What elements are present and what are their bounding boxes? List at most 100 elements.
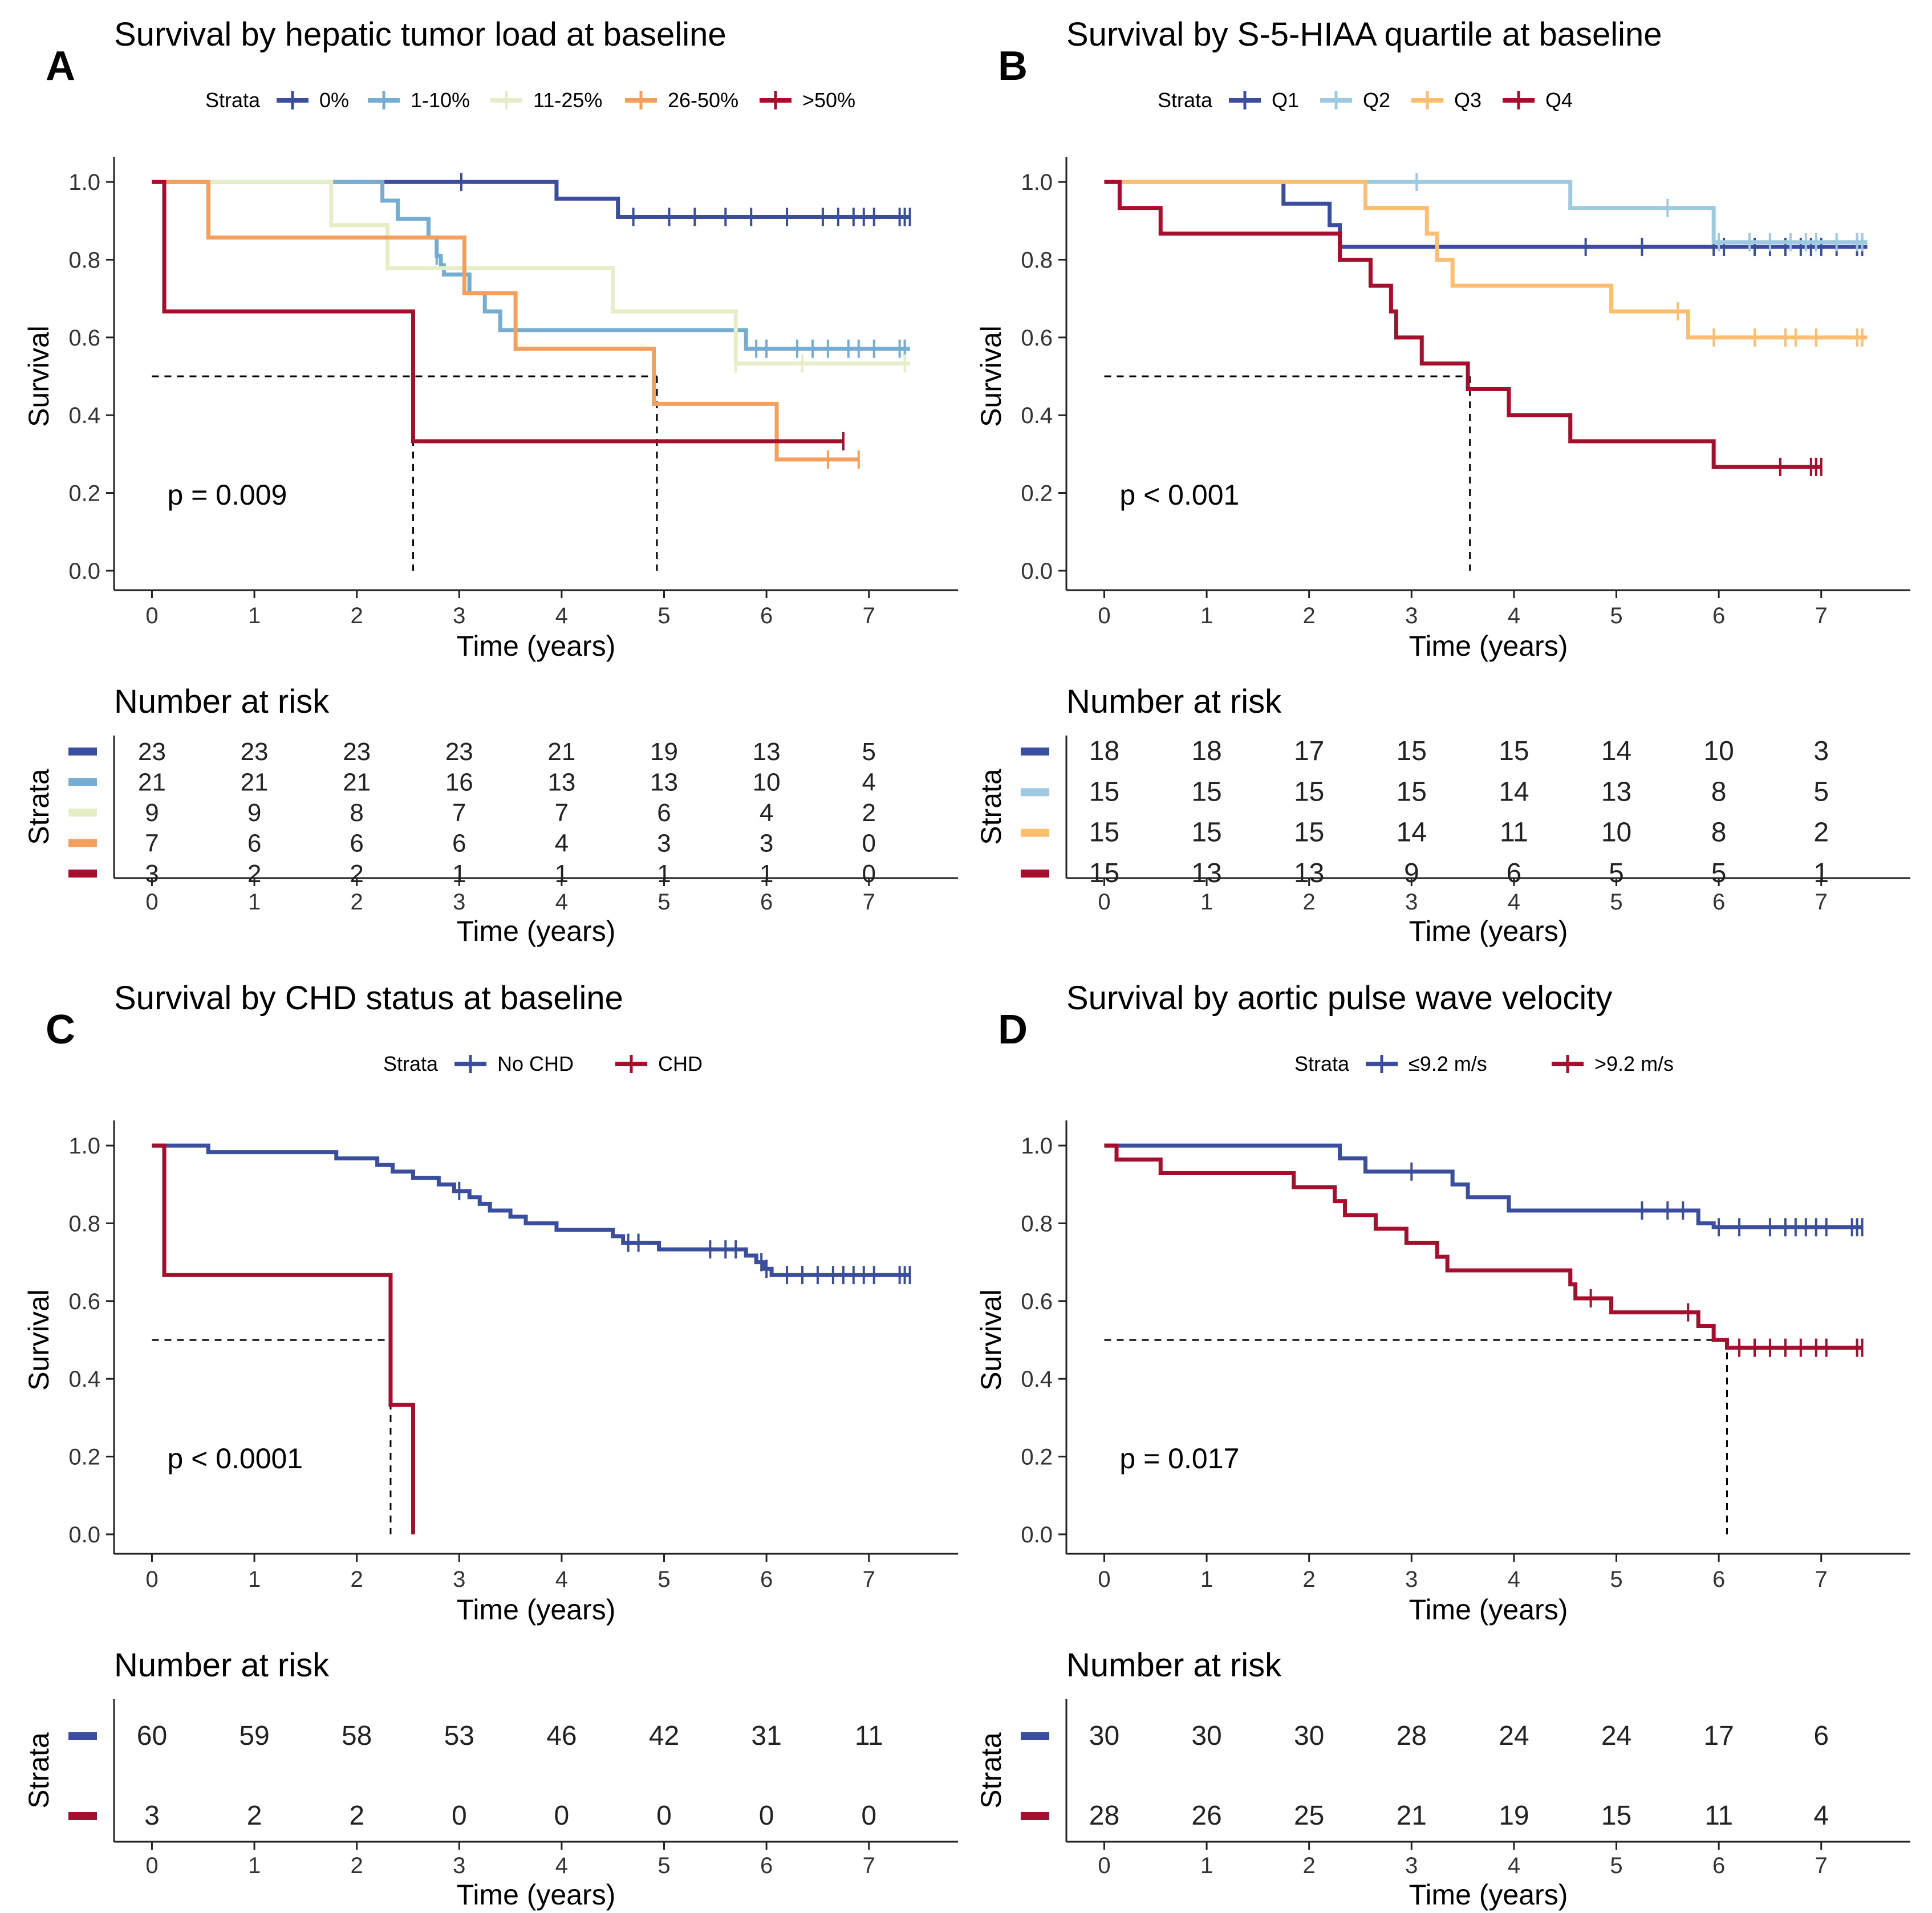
risk-count: 15 (1191, 818, 1221, 848)
risk-count: 13 (650, 769, 678, 797)
risk-x-tick-label: 3 (453, 890, 465, 915)
x-tick-label: 2 (1303, 603, 1316, 628)
x-tick-label: 3 (1405, 1567, 1418, 1592)
risk-count: 15 (1294, 777, 1324, 807)
risk-count: 16 (445, 769, 473, 797)
risk-x-tick-label: 1 (248, 890, 261, 915)
risk-count: 15 (1397, 736, 1427, 766)
risk-count: 58 (342, 1721, 372, 1751)
legend-label: No CHD (497, 1052, 574, 1075)
risk-x-axis-label: Time (years) (1409, 1879, 1568, 1911)
y-tick-label: 0.6 (1021, 326, 1053, 351)
risk-x-tick-label: 4 (1508, 890, 1520, 915)
x-tick-label: 0 (145, 603, 158, 628)
risk-x-tick-label: 7 (863, 890, 875, 915)
y-tick-label: 0.2 (68, 1445, 100, 1470)
legend-label: Q4 (1545, 88, 1573, 112)
risk-x-tick-label: 0 (145, 1853, 158, 1878)
x-tick-label: 5 (657, 1567, 670, 1592)
y-tick-label: 0.4 (68, 403, 100, 428)
risk-count: 24 (1601, 1721, 1631, 1751)
y-tick-label: 0.6 (68, 326, 100, 351)
panel-label: B (998, 43, 1028, 89)
risk-count: 28 (1089, 1801, 1119, 1831)
y-axis-label: Survival (23, 1289, 55, 1391)
x-tick-label: 0 (1098, 1567, 1110, 1592)
risk-x-tick-label: 1 (248, 1853, 261, 1878)
y-tick-label: 0.0 (1021, 1522, 1053, 1548)
survival-curve (1104, 1143, 1862, 1229)
risk-count: 23 (445, 738, 473, 766)
risk-x-tick-label: 1 (1200, 890, 1213, 915)
risk-count: 15 (1089, 777, 1119, 807)
survival-curve (1104, 180, 1821, 469)
survival-curve (1104, 180, 1868, 340)
risk-x-tick-label: 2 (351, 890, 363, 915)
risk-count: 0 (656, 1801, 672, 1831)
risk-count: 11 (855, 1721, 883, 1751)
x-tick-label: 2 (1303, 1567, 1316, 1592)
risk-count: 19 (650, 738, 678, 766)
y-tick-label: 1.0 (68, 170, 100, 195)
risk-table-title: Number at risk (1066, 683, 1282, 720)
x-tick-label: 0 (145, 1567, 158, 1592)
legend-label: 26-50% (668, 88, 738, 112)
panel-b: B Survival by S-5-HIAA quartile at baseli… (975, 16, 1910, 947)
risk-count: 30 (1191, 1721, 1221, 1751)
risk-x-axis-label: Time (years) (457, 915, 616, 947)
survival-curve (152, 180, 910, 351)
risk-x-tick-label: 3 (1405, 890, 1418, 915)
risk-count: 6 (657, 799, 671, 827)
x-tick-label: 3 (453, 1567, 465, 1592)
legend-label: Q3 (1454, 88, 1482, 112)
y-tick-label: 0.8 (68, 247, 100, 273)
risk-x-tick-label: 1 (1200, 1853, 1213, 1878)
chart-title: Survival by CHD status at baseline (114, 980, 623, 1017)
legend-label: Q2 (1363, 88, 1390, 112)
legend: Strata ≤9.2 m/s >9.2 m/s (1294, 1052, 1674, 1075)
x-tick-label: 7 (863, 1567, 875, 1592)
y-axis-label: Survival (975, 326, 1007, 427)
risk-count: 19 (1499, 1801, 1529, 1831)
risk-x-tick-label: 7 (863, 1853, 875, 1878)
risk-count: 7 (452, 799, 466, 827)
x-tick-label: 5 (1610, 603, 1622, 628)
x-axis-label: Time (years) (1409, 630, 1568, 662)
risk-count: 8 (1711, 818, 1727, 848)
risk-x-tick-label: 7 (1815, 1853, 1828, 1878)
risk-x-tick-label: 2 (351, 1853, 363, 1878)
risk-count: 15 (1191, 777, 1221, 807)
risk-count: 59 (239, 1721, 269, 1751)
panel-d: D Survival by aortic pulse wave velocity S… (975, 980, 1910, 1911)
p-value-label: p = 0.017 (1119, 1443, 1239, 1475)
x-tick-label: 1 (1200, 1567, 1213, 1592)
risk-count: 2 (247, 1801, 262, 1831)
risk-count: 17 (1294, 736, 1324, 766)
risk-count: 28 (1397, 1721, 1427, 1751)
risk-x-tick-label: 6 (760, 890, 773, 915)
risk-count: 21 (343, 769, 371, 797)
risk-x-tick-label: 5 (657, 890, 670, 915)
x-axis-label: Time (years) (1409, 1594, 1568, 1626)
legend-label: Q1 (1272, 88, 1299, 112)
risk-count: 9 (247, 799, 261, 827)
legend: Strata No CHD CHD (383, 1052, 703, 1075)
risk-count: 3 (1813, 736, 1829, 766)
risk-count: 5 (862, 738, 875, 766)
risk-count: 21 (1397, 1801, 1427, 1831)
risk-count: 13 (1601, 777, 1631, 807)
risk-count: 8 (350, 799, 363, 827)
survival-curve (152, 1143, 910, 1277)
risk-count: 0 (452, 1801, 467, 1831)
risk-count: 6 (452, 830, 466, 858)
risk-count: 13 (753, 738, 781, 766)
risk-count: 8 (1711, 777, 1727, 807)
risk-count: 18 (1191, 736, 1221, 766)
y-tick-label: 0.8 (68, 1211, 100, 1236)
legend-label: 0% (319, 88, 349, 112)
risk-x-tick-label: 4 (555, 890, 568, 915)
y-tick-label: 0.0 (1021, 559, 1053, 584)
